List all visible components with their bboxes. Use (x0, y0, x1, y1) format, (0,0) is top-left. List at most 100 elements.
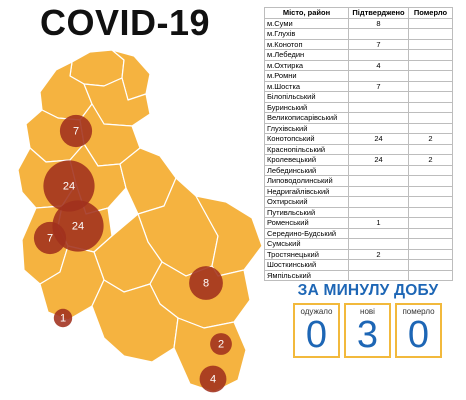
cell-deaths (408, 206, 453, 218)
table-row: Путивльський (264, 206, 453, 218)
cell-deaths (408, 59, 453, 71)
cell-location: Глухівський (264, 122, 349, 134)
cell-location: Білопільський (264, 91, 349, 103)
cell-location: м.Лебедин (264, 49, 349, 61)
bubble-shostka (59, 114, 93, 148)
cell-confirmed: 4 (348, 59, 409, 71)
table-row: Білопільський (264, 91, 453, 103)
new-cases-value: 3 (356, 314, 379, 356)
table-row: Сумський (264, 238, 453, 250)
cell-deaths (408, 248, 453, 260)
table-row: Роменський 1 (264, 217, 453, 229)
cell-confirmed: 1 (348, 217, 409, 229)
cell-location: м.Ромни (264, 70, 349, 82)
cell-confirmed (348, 91, 409, 103)
cell-confirmed (348, 196, 409, 208)
cell-confirmed (348, 164, 409, 176)
table-row: м.Лебедин (264, 49, 453, 61)
cell-confirmed: 7 (348, 80, 409, 92)
cell-location: Буринський (264, 101, 349, 113)
cell-deaths (408, 28, 453, 40)
bubble-label-konotop-district: 24 (72, 220, 84, 232)
bubble-trostianets (210, 333, 232, 355)
table-row: Великописарівський (264, 112, 453, 124)
table-row: Буринський (264, 101, 453, 113)
cell-location: м.Глухів (264, 28, 349, 40)
cell-confirmed: 24 (348, 154, 409, 166)
bubble-label-romny: 1 (60, 312, 66, 324)
table-row: Глухівський (264, 122, 453, 134)
bubble-label-krolevets: 24 (63, 180, 75, 192)
table-row: Недригайлівський (264, 185, 453, 197)
table-row: Кролевецький 24 2 (264, 154, 453, 166)
last-day-title: ЗА МИНУЛУ ДОБУ (297, 282, 439, 299)
deaths-label: померло (402, 307, 435, 316)
cell-deaths (408, 49, 453, 61)
cell-deaths: 2 (408, 133, 453, 145)
table-body: м.Суми 8 м.Глухів м.Конотоп 7 м.Лебедин м.Охти… (264, 17, 453, 281)
bubble-label-shostka: 7 (73, 125, 79, 137)
table-row: м.Ромни (264, 70, 453, 82)
cell-confirmed (348, 112, 409, 124)
recovered-card: одужало 0 (293, 303, 340, 358)
cell-confirmed (348, 269, 409, 281)
bubble-label-konotop-city: 7 (47, 232, 53, 244)
header-confirmed: Підтверджено (348, 7, 409, 19)
cell-location: м.Конотоп (264, 38, 349, 50)
cell-confirmed (348, 122, 409, 134)
table-row: Тростянецький 2 (264, 248, 453, 260)
deaths-value: 0 (407, 314, 430, 356)
cell-confirmed (348, 227, 409, 239)
cell-deaths (408, 101, 453, 113)
cell-deaths (408, 112, 453, 124)
cell-deaths (408, 269, 453, 281)
cell-deaths (408, 91, 453, 103)
cell-location: Середино-Будський (264, 227, 349, 239)
cell-location: м.Охтирка (264, 59, 349, 71)
cell-deaths (408, 122, 453, 134)
cell-confirmed (348, 185, 409, 197)
cell-deaths (408, 259, 453, 271)
bubble-romny (53, 308, 73, 328)
table-row: Краснопільський (264, 143, 453, 155)
cell-confirmed (348, 143, 409, 155)
cell-confirmed (348, 28, 409, 40)
cell-confirmed (348, 238, 409, 250)
cell-deaths: 2 (408, 154, 453, 166)
cell-location: Тростянецький (264, 248, 349, 260)
cell-location: Роменський (264, 217, 349, 229)
table-row: м.Охтирка 4 (264, 59, 453, 71)
table-row: м.Конотоп 7 (264, 38, 453, 50)
cell-deaths (408, 17, 453, 29)
cell-confirmed (348, 206, 409, 218)
table-row: Охтирський (264, 196, 453, 208)
table-row: Конотопський 24 2 (264, 133, 453, 145)
deaths-card: померло 0 (395, 303, 442, 358)
cell-deaths (408, 217, 453, 229)
cell-deaths (408, 80, 453, 92)
bubble-label-sumy: 8 (203, 277, 209, 289)
table-row: м.Глухів (264, 28, 453, 40)
bubble-krolevets (43, 160, 95, 212)
cell-location: Кролевецький (264, 154, 349, 166)
cell-deaths (408, 185, 453, 197)
cell-deaths (408, 143, 453, 155)
header-city-district: Місто, район (264, 7, 349, 19)
recovered-label: одужало (300, 307, 333, 316)
cell-confirmed (348, 49, 409, 61)
cell-deaths (408, 70, 453, 82)
table-row: Липоводолинський (264, 175, 453, 187)
page-title: COVID-19 (40, 2, 211, 43)
table-header-row: Місто, район Підтверджено Померло (264, 7, 453, 19)
cell-confirmed (348, 259, 409, 271)
bubble-okhtyrka (199, 365, 227, 393)
table-row: м.Суми 8 (264, 17, 453, 29)
cell-confirmed (348, 101, 409, 113)
cell-location: Конотопський (264, 133, 349, 145)
cell-location: Сумський (264, 238, 349, 250)
cell-confirmed: 24 (348, 133, 409, 145)
bubble-label-okhtyrka: 4 (210, 373, 216, 385)
